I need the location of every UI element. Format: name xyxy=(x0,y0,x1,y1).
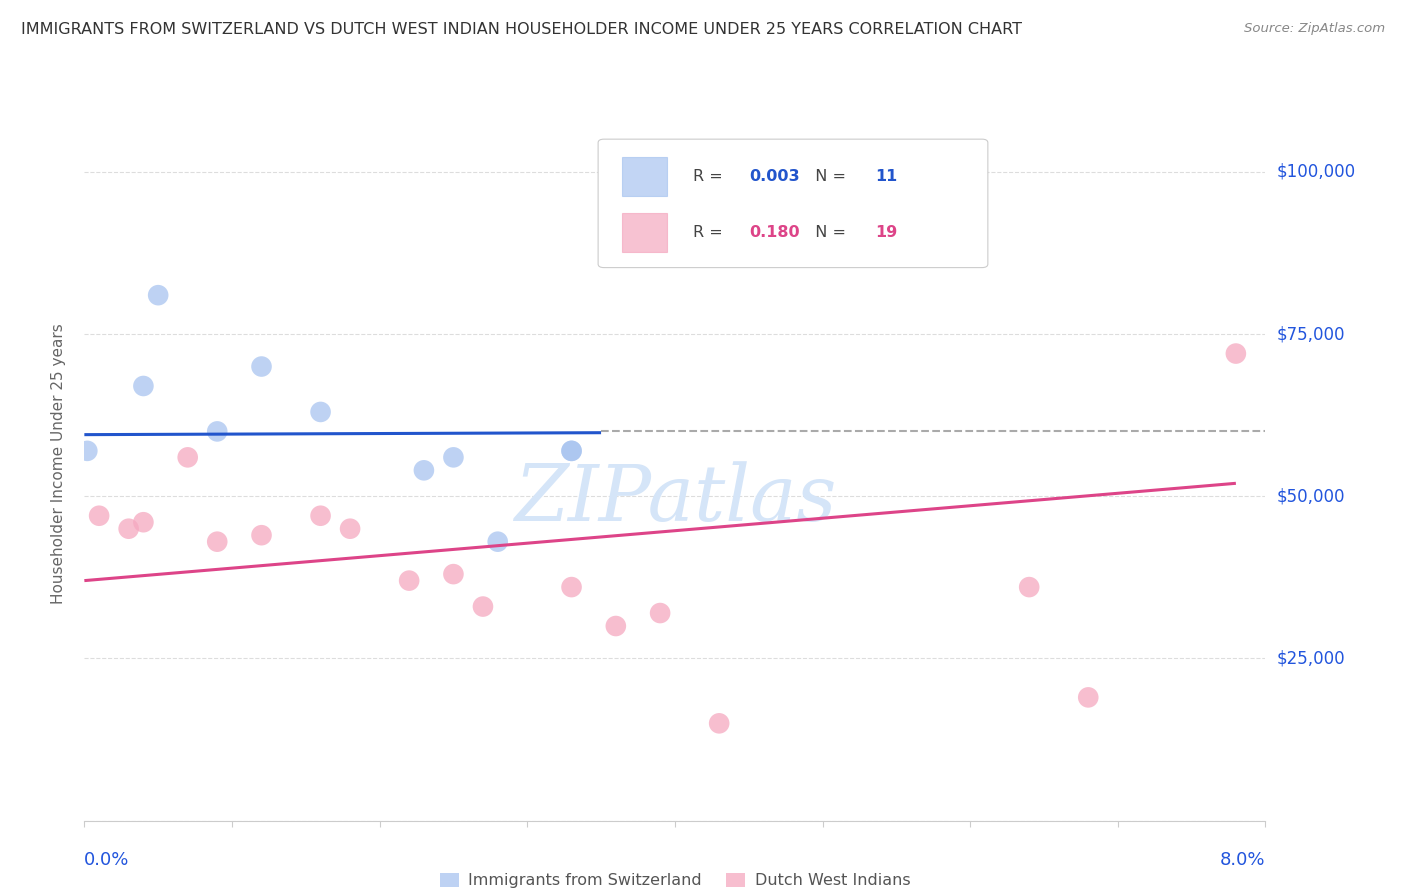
Text: 11: 11 xyxy=(876,169,898,184)
Point xyxy=(148,288,170,302)
Y-axis label: Householder Income Under 25 years: Householder Income Under 25 years xyxy=(51,324,66,604)
Text: IMMIGRANTS FROM SWITZERLAND VS DUTCH WEST INDIAN HOUSEHOLDER INCOME UNDER 25 YEA: IMMIGRANTS FROM SWITZERLAND VS DUTCH WES… xyxy=(21,22,1022,37)
Point xyxy=(250,359,273,374)
Point xyxy=(177,450,200,465)
Text: ZIPatlas: ZIPatlas xyxy=(513,461,837,538)
Text: R =: R = xyxy=(693,169,727,184)
Point xyxy=(118,522,141,536)
Point xyxy=(87,508,111,523)
Bar xyxy=(621,157,666,196)
Point xyxy=(472,599,495,614)
FancyBboxPatch shape xyxy=(598,139,988,268)
Point xyxy=(132,379,155,393)
Point xyxy=(560,580,583,594)
Point xyxy=(709,716,731,731)
Point xyxy=(309,405,332,419)
Text: R =: R = xyxy=(693,225,727,240)
Point xyxy=(1077,690,1099,705)
Text: $100,000: $100,000 xyxy=(1277,163,1355,181)
Text: Source: ZipAtlas.com: Source: ZipAtlas.com xyxy=(1244,22,1385,36)
Point xyxy=(309,508,332,523)
Point xyxy=(1018,580,1040,594)
Point xyxy=(76,443,98,458)
Text: N =: N = xyxy=(804,169,851,184)
Text: $75,000: $75,000 xyxy=(1277,325,1346,343)
Text: $50,000: $50,000 xyxy=(1277,487,1346,505)
Point xyxy=(132,515,155,529)
Text: 0.180: 0.180 xyxy=(749,225,800,240)
Text: 8.0%: 8.0% xyxy=(1220,851,1265,869)
Point xyxy=(560,443,583,458)
Text: 19: 19 xyxy=(876,225,898,240)
Point xyxy=(250,528,273,542)
Point xyxy=(870,249,893,263)
Point xyxy=(339,522,361,536)
Point xyxy=(1225,346,1247,360)
Point xyxy=(205,534,228,549)
Text: 0.003: 0.003 xyxy=(749,169,800,184)
Text: 0.0%: 0.0% xyxy=(84,851,129,869)
Bar xyxy=(621,212,666,252)
Legend: Immigrants from Switzerland, Dutch West Indians: Immigrants from Switzerland, Dutch West … xyxy=(433,866,917,892)
Point xyxy=(648,606,672,620)
Point xyxy=(605,619,627,633)
Point xyxy=(398,574,420,588)
Point xyxy=(205,425,228,439)
Point xyxy=(443,450,465,465)
Point xyxy=(443,567,465,582)
Text: $25,000: $25,000 xyxy=(1277,649,1346,667)
Point xyxy=(413,463,436,477)
Point xyxy=(486,534,509,549)
Point xyxy=(560,443,583,458)
Text: N =: N = xyxy=(804,225,851,240)
